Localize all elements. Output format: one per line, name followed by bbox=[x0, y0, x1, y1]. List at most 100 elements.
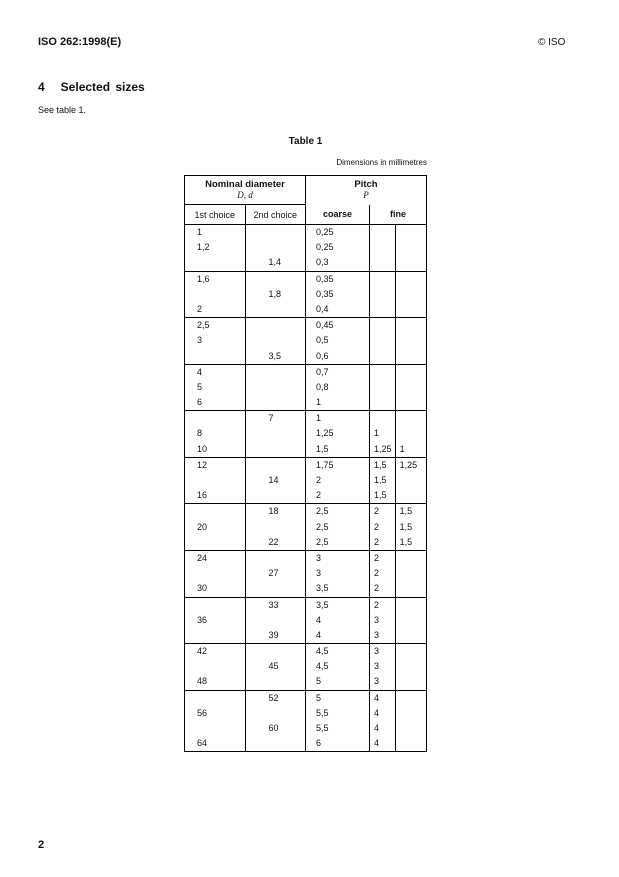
coarse-pitch-cell: 3,5 bbox=[305, 596, 370, 613]
size-group: 4 0,7 5 0,8 6 1 bbox=[184, 363, 428, 412]
coarse-pitch-cell: 6 bbox=[305, 736, 370, 753]
table-row: 2,5 0,45 bbox=[184, 317, 428, 334]
coarse-pitch-cell: 0,3 bbox=[305, 255, 370, 272]
coarse-pitch-cell: 4,5 bbox=[305, 659, 370, 675]
coarse-pitch-cell: 5,5 bbox=[305, 721, 370, 737]
second-choice-cell: 45 bbox=[244, 659, 306, 675]
second-choice-cell: 1,4 bbox=[244, 255, 306, 272]
fine-pitch-cell-2 bbox=[394, 488, 428, 505]
fine-pitch-cell bbox=[368, 224, 396, 241]
second-choice-cell bbox=[244, 333, 306, 349]
coarse-pitch-cell: 1 bbox=[305, 395, 370, 412]
coarse-header: coarse bbox=[305, 204, 370, 225]
first-choice-cell: 6 bbox=[184, 395, 246, 412]
second-choice-cell: 7 bbox=[244, 410, 306, 427]
coarse-pitch-cell: 1,75 bbox=[305, 456, 370, 473]
fine-pitch-cell-2 bbox=[394, 240, 428, 256]
fine-pitch-cell: 1,5 bbox=[368, 488, 396, 505]
first-choice-cell bbox=[184, 286, 246, 302]
fine-pitch-cell bbox=[368, 286, 396, 302]
first-choice-cell: 36 bbox=[184, 612, 246, 628]
nominal-diameter-header: Nominal diameter D, d bbox=[184, 175, 306, 205]
fine-pitch-cell: 2 bbox=[368, 581, 396, 598]
size-group: 2,5 0,45 3 0,5 3,5 0,6 bbox=[184, 317, 428, 365]
fine-pitch-cell-2: 1,5 bbox=[394, 534, 428, 551]
fine-pitch-cell bbox=[368, 270, 396, 287]
coarse-pitch-cell: 0,5 bbox=[305, 333, 370, 349]
fine-pitch-cell: 2 bbox=[368, 503, 396, 520]
second-choice-cell: 33 bbox=[244, 596, 306, 613]
coarse-pitch-cell: 5,5 bbox=[305, 705, 370, 721]
size-group: 7 1 8 1,25 1 10 1,5 1,25 1 bbox=[184, 410, 428, 458]
table-row: 48 5 3 bbox=[184, 674, 428, 691]
first-choice-cell: 8 bbox=[184, 426, 246, 442]
coarse-pitch-cell: 4,5 bbox=[305, 643, 370, 660]
first-choice-cell: 20 bbox=[184, 519, 246, 535]
coarse-pitch-cell: 2,5 bbox=[305, 534, 370, 551]
table-row: 10 1,5 1,25 1 bbox=[184, 441, 428, 458]
table-row: 24 3 2 bbox=[184, 549, 428, 567]
coarse-pitch-cell: 5 bbox=[305, 674, 370, 691]
first-choice-cell bbox=[184, 410, 246, 427]
first-choice-header: 1st choice bbox=[184, 204, 246, 225]
table-row: 4 0,7 bbox=[184, 363, 428, 380]
first-choice-cell: 5 bbox=[184, 379, 246, 396]
pitch-label: Pitch bbox=[354, 179, 378, 190]
fine-pitch-cell-2 bbox=[394, 333, 428, 349]
pitch-header: Pitch P bbox=[305, 175, 427, 205]
table-row: 56 5,5 4 bbox=[184, 705, 428, 721]
document-id: ISO 262:1998(E) bbox=[38, 36, 122, 48]
coarse-pitch-cell: 3,5 bbox=[305, 581, 370, 598]
first-choice-cell: 30 bbox=[184, 581, 246, 598]
fine-pitch-cell: 3 bbox=[368, 612, 396, 628]
fine-pitch-cell bbox=[368, 348, 396, 365]
coarse-pitch-cell: 0,45 bbox=[305, 317, 370, 334]
table-row: 52 5 4 bbox=[184, 689, 428, 706]
fine-pitch-cell-2: 1,25 bbox=[394, 456, 428, 473]
second-choice-cell: 60 bbox=[244, 721, 306, 737]
fine-pitch-cell-2 bbox=[394, 473, 428, 489]
second-choice-cell: 22 bbox=[244, 534, 306, 551]
fine-pitch-cell-2 bbox=[394, 736, 428, 753]
fine-pitch-cell bbox=[368, 410, 396, 427]
second-choice-cell bbox=[244, 736, 306, 753]
first-choice-cell: 12 bbox=[184, 456, 246, 473]
fine-pitch-cell: 4 bbox=[368, 705, 396, 721]
table-row: 1 0,25 bbox=[184, 224, 428, 241]
fine-pitch-cell-2 bbox=[394, 379, 428, 396]
second-choice-cell: 27 bbox=[244, 566, 306, 582]
fine-pitch-cell: 1,25 bbox=[368, 441, 396, 458]
selected-sizes-table: Nominal diameter D, d Pitch P 1st choice… bbox=[184, 175, 428, 753]
second-choice-cell: 52 bbox=[244, 689, 306, 706]
coarse-pitch-cell: 1,25 bbox=[305, 426, 370, 442]
coarse-pitch-cell: 4 bbox=[305, 612, 370, 628]
coarse-pitch-cell: 5 bbox=[305, 689, 370, 706]
coarse-pitch-cell: 0,6 bbox=[305, 348, 370, 365]
second-choice-cell bbox=[244, 519, 306, 535]
table-row: 33 3,5 2 bbox=[184, 596, 428, 613]
table-row: 42 4,5 3 bbox=[184, 643, 428, 660]
coarse-pitch-cell: 0,25 bbox=[305, 240, 370, 256]
fine-pitch-cell-2 bbox=[394, 286, 428, 302]
nominal-diameter-label: Nominal diameter bbox=[205, 179, 285, 190]
fine-pitch-cell-2 bbox=[394, 410, 428, 427]
second-choice-cell bbox=[244, 488, 306, 505]
fine-pitch-cell: 1,5 bbox=[368, 456, 396, 473]
fine-pitch-cell-2 bbox=[394, 426, 428, 442]
fine-pitch-cell: 4 bbox=[368, 721, 396, 737]
first-choice-cell bbox=[184, 721, 246, 737]
intro-text: See table 1. bbox=[38, 105, 87, 115]
first-choice-cell bbox=[184, 566, 246, 582]
fine-pitch-cell-2 bbox=[394, 659, 428, 675]
fine-pitch-cell-2 bbox=[394, 596, 428, 613]
coarse-pitch-cell: 4 bbox=[305, 627, 370, 645]
fine-pitch-cell-2: 1,5 bbox=[394, 519, 428, 535]
fine-pitch-cell: 2 bbox=[368, 566, 396, 582]
second-choice-cell bbox=[244, 270, 306, 287]
first-choice-cell: 1,6 bbox=[184, 270, 246, 287]
size-group: 24 3 2 27 3 2 30 3,5 2 bbox=[184, 549, 428, 598]
fine-pitch-cell-2 bbox=[394, 363, 428, 380]
size-group: 33 3,5 2 36 4 3 39 4 3 bbox=[184, 596, 428, 645]
coarse-pitch-cell: 3 bbox=[305, 566, 370, 582]
